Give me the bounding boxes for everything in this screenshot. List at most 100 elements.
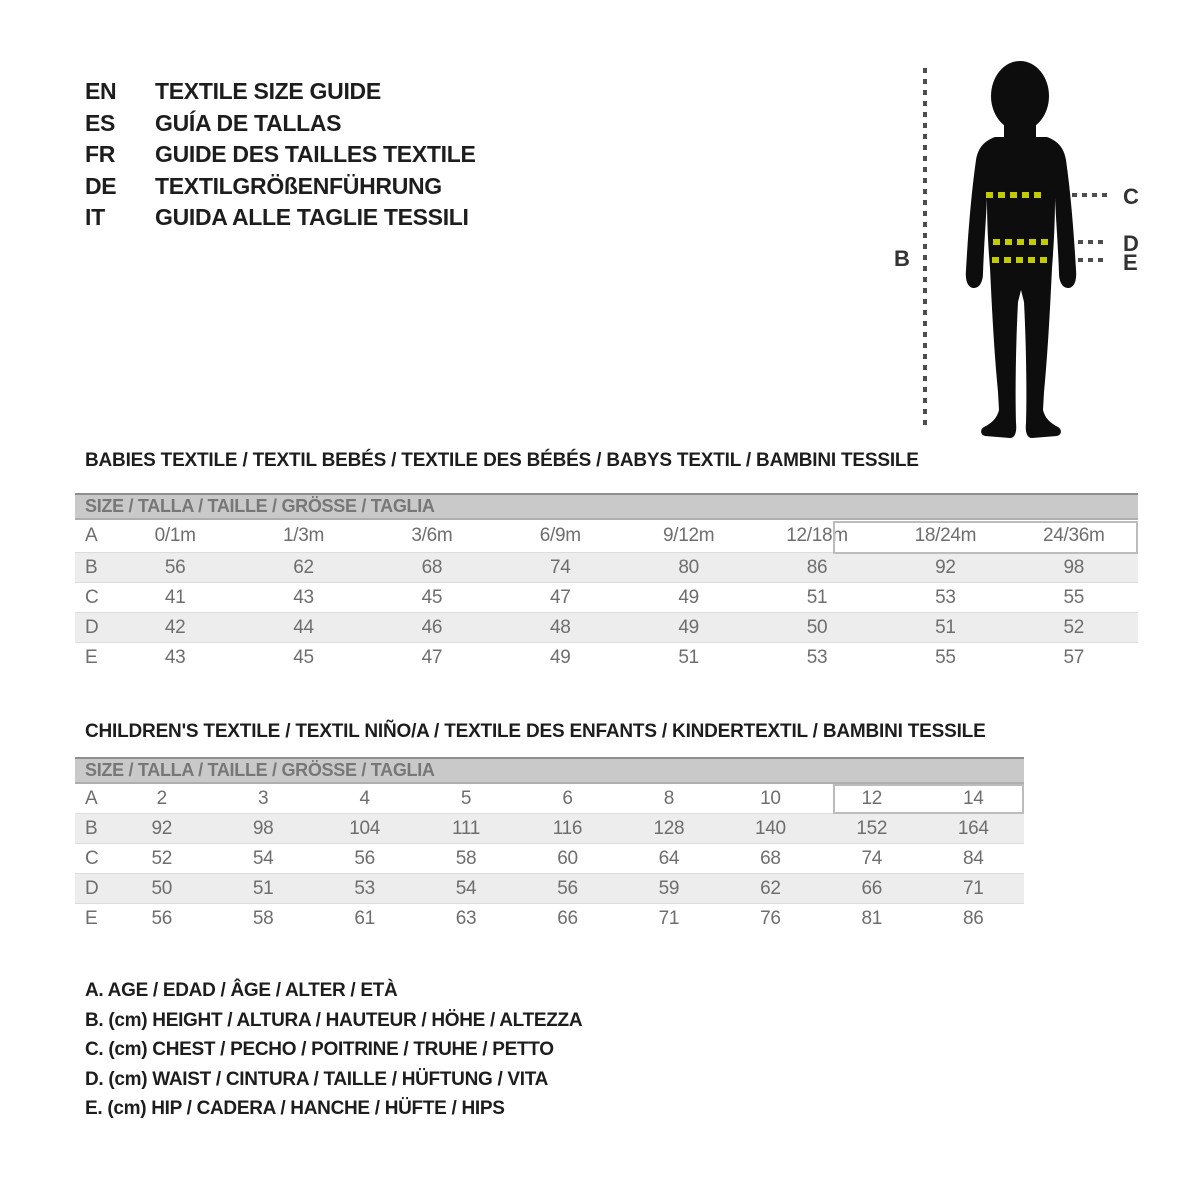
table-cell: 64 [658, 847, 680, 869]
table-cell: 98 [1063, 556, 1085, 578]
table-cell: 50 [806, 616, 828, 638]
table-row-D: D 42 44 46 48 49 50 51 52 [75, 613, 1138, 643]
table-cell: 24/36m [1043, 525, 1105, 546]
language-code: EN [85, 78, 117, 105]
row-label: D [85, 616, 99, 638]
table-cell: 9/12m [663, 525, 715, 546]
table-cell: 116 [552, 817, 583, 839]
language-title-block: EN TEXTILE SIZE GUIDE ES GUÍA DE TALLAS FR GU… [85, 76, 476, 234]
row-label: E [85, 647, 98, 668]
table-cell: 4 [359, 787, 370, 809]
legend-line: E. (cm) HIP / CADERA / HANCHE / HÜFTE / … [85, 1098, 505, 1119]
table-cell: 66 [557, 908, 578, 929]
language-guide-title: TEXTILGRÖßENFÜHRUNG [155, 172, 442, 199]
measure-legend: A. AGE / EDAD / ÂGE / ALTER / ETÀ B. (cm)… [85, 976, 583, 1124]
table-cell: 51 [935, 616, 956, 638]
language-row: EN TEXTILE SIZE GUIDE [85, 76, 476, 108]
table-cell: 52 [151, 847, 172, 869]
chest-measure-label: C [1123, 184, 1139, 209]
table-cell: 59 [658, 877, 680, 899]
table-cell: 84 [962, 847, 984, 869]
table-row-A: A 0/1m 1/3m 3/6m 6/9m 9/12m 12/18m 18/24m 24/36m [75, 520, 1138, 553]
table-cell: 81 [861, 908, 883, 929]
language-row: FR GUIDE DES TAILLES TEXTILE [85, 139, 476, 171]
table-cell: 68 [421, 556, 443, 578]
babies-section-heading: BABIES TEXTILE / TEXTIL BEBÉS / TEXTILE … [85, 450, 919, 471]
table-row-C: C 41 43 45 47 49 51 53 55 [75, 583, 1138, 613]
table-cell: 54 [455, 877, 477, 899]
table-cell: 47 [550, 586, 571, 608]
table-cell: 50 [151, 877, 172, 899]
table-cell: 56 [164, 556, 186, 578]
legend-line: C. (cm) CHEST / PECHO / POITRINE / TRUHE… [85, 1039, 554, 1060]
table-cell: 42 [164, 616, 186, 638]
table-row-B: B 56 62 68 74 80 86 92 98 [75, 553, 1138, 583]
table-cell: 18/24m [914, 525, 977, 546]
table-cell: 12 [861, 787, 883, 809]
children-table-body: A 2 3 4 5 6 8 10 12 14 B 92 98 104 111 116 128 140 152 164 C… [75, 784, 1024, 934]
table-cell: 43 [164, 647, 186, 668]
language-code: ES [85, 109, 116, 136]
table-cell: 66 [861, 877, 883, 899]
table-row-D: D 50 51 53 54 56 59 62 66 71 [75, 874, 1024, 904]
table-cell: 140 [754, 817, 786, 839]
table-cell: 55 [935, 647, 956, 668]
table-cell: 51 [252, 877, 274, 899]
table-cell: 74 [861, 847, 883, 869]
table-cell: 2 [156, 787, 168, 809]
row-label: C [85, 847, 99, 869]
table-cell: 53 [935, 586, 956, 608]
language-code: DE [85, 172, 117, 199]
table-cell: 14 [962, 787, 984, 809]
table-cell: 3 [258, 787, 269, 809]
babies-table-body: A 0/1m 1/3m 3/6m 6/9m 9/12m 12/18m 18/24m 24/36m… [75, 520, 1138, 673]
table-cell: 51 [678, 647, 699, 668]
size-header-row: SIZE / TALLA / TAILLE / GRÖSSE / TAGLIA [75, 493, 1138, 520]
table-cell: 44 [293, 616, 314, 638]
table-cell: 45 [293, 647, 314, 668]
children-section-heading: CHILDREN'S TEXTILE / TEXTIL NIÑO/A / TEX… [85, 721, 986, 742]
table-cell: 92 [151, 817, 172, 839]
table-cell: 71 [658, 908, 680, 929]
legend-line: B. (cm) HEIGHT / ALTURA / HAUTEUR / HÖHE… [85, 1009, 583, 1031]
table-cell: 104 [349, 817, 380, 839]
child-silhouette [965, 61, 1077, 438]
table-cell: 41 [164, 586, 186, 608]
table-row-A: A 2 3 4 5 6 8 10 12 14 [75, 784, 1024, 814]
table-cell: 3/6m [411, 525, 453, 546]
table-cell: 111 [452, 817, 481, 839]
table-cell: 6 [562, 787, 573, 809]
language-code: FR [85, 141, 116, 168]
language-row: DE TEXTILGRÖßENFÜHRUNG [85, 171, 476, 203]
table-cell: 52 [1063, 616, 1085, 638]
table-cell: 49 [550, 647, 571, 668]
table-cell: 60 [557, 847, 578, 869]
table-cell: 56 [557, 877, 578, 899]
legend-line: A. AGE / EDAD / ÂGE / ALTER / ETÀ [85, 980, 398, 1001]
table-cell: 48 [550, 616, 571, 638]
table-cell: 0/1m [154, 525, 196, 546]
hip-measure-label: E [1123, 250, 1137, 275]
row-label: B [85, 817, 98, 839]
row-label: D [85, 877, 99, 899]
size-header-row: SIZE / TALLA / TAILLE / GRÖSSE / TAGLIA [75, 757, 1024, 784]
table-cell: 12/18m [786, 525, 848, 546]
language-guide-title: TEXTILE SIZE GUIDE [155, 78, 381, 105]
table-cell: 86 [962, 908, 984, 929]
waist-measure-label: D [1123, 231, 1139, 256]
table-cell: 56 [151, 908, 172, 929]
table-cell: 92 [935, 556, 956, 578]
table-cell: 8 [663, 787, 675, 809]
table-cell: 57 [1063, 647, 1085, 668]
table-row-B: B 92 98 104 111 116 128 140 152 164 [75, 814, 1024, 844]
table-cell: 74 [550, 556, 571, 578]
legend-line: D. (cm) WAIST / CINTURA / TAILLE / HÜFTU… [85, 1068, 549, 1090]
table-cell: 49 [678, 586, 699, 608]
language-guide-title: GUIDA ALLE TAGLIE TESSILI [155, 204, 469, 231]
table-cell: 51 [806, 586, 828, 608]
table-cell: 54 [252, 847, 274, 869]
row-label: C [85, 586, 99, 608]
table-cell: 47 [421, 647, 443, 668]
child-figure: B C D E [880, 40, 1180, 460]
